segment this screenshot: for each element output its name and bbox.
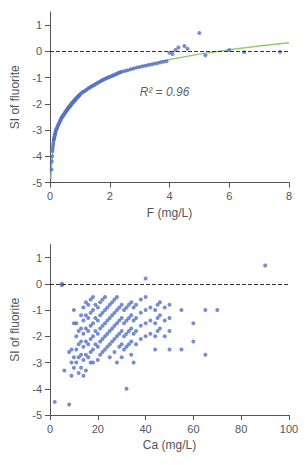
svg-text:0: 0 bbox=[47, 423, 53, 435]
svg-text:-5: -5 bbox=[32, 177, 42, 189]
svg-text:8: 8 bbox=[286, 190, 292, 202]
svg-text:SI of fluorite: SI of fluorite bbox=[8, 65, 22, 129]
svg-text:SI of fluorite: SI of fluorite bbox=[8, 297, 22, 361]
svg-text:F (mg/L): F (mg/L) bbox=[147, 206, 192, 220]
svg-text:-1: -1 bbox=[32, 304, 42, 316]
svg-text:0: 0 bbox=[36, 45, 42, 57]
svg-text:100: 100 bbox=[280, 423, 298, 435]
svg-text:-4: -4 bbox=[32, 383, 42, 395]
svg-text:2: 2 bbox=[107, 190, 113, 202]
svg-text:60: 60 bbox=[187, 423, 199, 435]
svg-text:-2: -2 bbox=[32, 330, 42, 342]
svg-text:-3: -3 bbox=[32, 357, 42, 369]
svg-text:6: 6 bbox=[226, 190, 232, 202]
svg-text:20: 20 bbox=[92, 423, 104, 435]
svg-text:1: 1 bbox=[36, 252, 42, 264]
svg-text:0: 0 bbox=[36, 278, 42, 290]
svg-text:40: 40 bbox=[139, 423, 151, 435]
svg-text:Ca (mg/L): Ca (mg/L) bbox=[143, 438, 196, 452]
svg-text:1: 1 bbox=[36, 19, 42, 31]
svg-text:80: 80 bbox=[235, 423, 247, 435]
svg-text:-3: -3 bbox=[32, 124, 42, 136]
svg-text:4: 4 bbox=[166, 190, 172, 202]
svg-text:-4: -4 bbox=[32, 150, 42, 162]
svg-text:-1: -1 bbox=[32, 72, 42, 84]
svg-text:R² = 0.96: R² = 0.96 bbox=[140, 85, 190, 99]
svg-text:-2: -2 bbox=[32, 98, 42, 110]
svg-text:0: 0 bbox=[47, 190, 53, 202]
svg-text:-5: -5 bbox=[32, 409, 42, 421]
